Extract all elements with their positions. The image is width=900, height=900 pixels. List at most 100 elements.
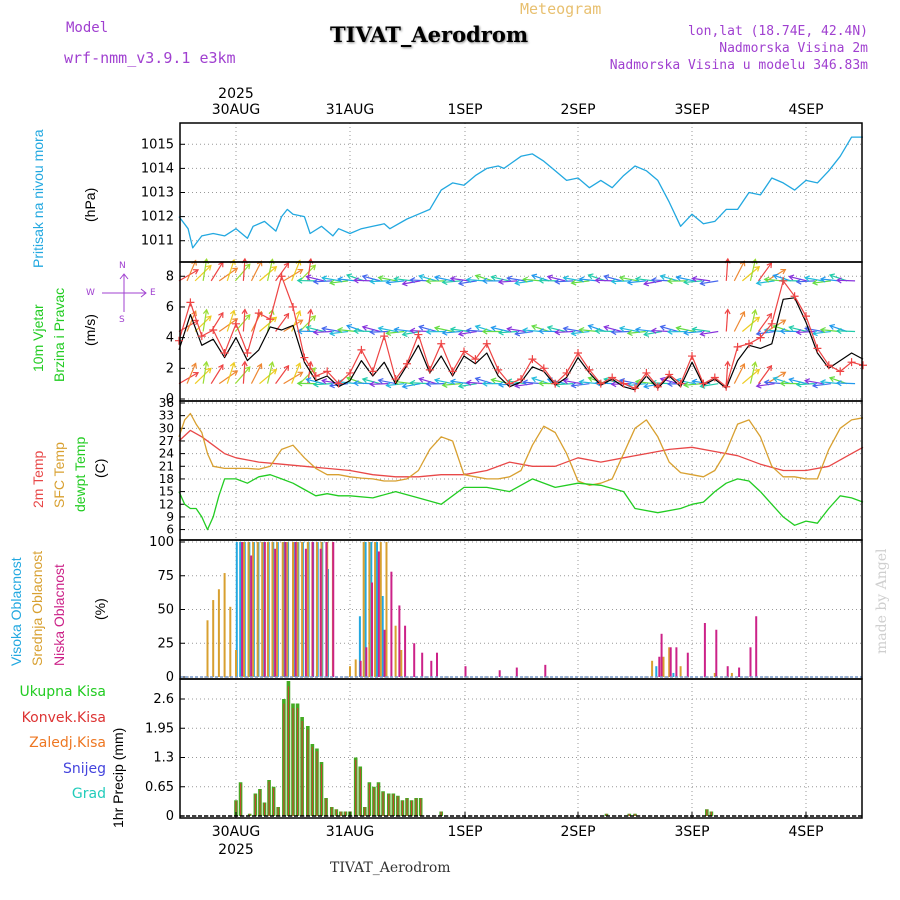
wind-arrow xyxy=(442,330,461,334)
cloud-mid-bar xyxy=(296,542,299,677)
precip-conv-bar xyxy=(239,783,242,816)
wind-arrowhead xyxy=(497,381,504,388)
wind-arrow xyxy=(394,278,413,282)
wind-arrowhead xyxy=(763,276,770,283)
wind-arrowhead xyxy=(780,371,787,378)
wind-arrowhead xyxy=(650,277,657,284)
cloud-mid-bar xyxy=(286,542,289,677)
wind-arrow xyxy=(466,329,485,333)
wind-arrowhead xyxy=(305,377,312,384)
precip-conv-bar xyxy=(307,729,309,816)
wind-arrow xyxy=(531,377,550,385)
cloud-mid-bar xyxy=(212,600,215,677)
y-tick-label: 0 xyxy=(166,392,174,407)
wind-arrowhead xyxy=(739,363,746,370)
cloud-mid-bar xyxy=(315,542,318,677)
wind-arrowhead xyxy=(312,381,319,388)
wind-gust-marker xyxy=(425,365,434,374)
wind-arrow xyxy=(789,378,807,385)
wind-arrowhead xyxy=(634,276,641,283)
wind-arrowhead xyxy=(353,327,359,335)
wind-gust-marker xyxy=(380,332,389,341)
wind-arrow xyxy=(700,330,719,335)
wind-arrow xyxy=(394,328,413,333)
top-day-label: 30AUG xyxy=(212,102,261,118)
wind-arrow xyxy=(322,277,341,282)
wind-arrowhead xyxy=(490,377,497,384)
wind-arrow xyxy=(178,269,199,282)
wind-gust-marker xyxy=(482,339,491,348)
wind-gust-line xyxy=(178,275,864,389)
wind-arrow xyxy=(218,318,238,332)
wind-gust-marker xyxy=(346,368,354,377)
wind-arrowhead xyxy=(514,279,521,286)
wind-arrow xyxy=(660,378,679,385)
wind-arrowhead xyxy=(295,362,302,369)
wind-arrow xyxy=(299,315,316,332)
wind-arrowhead xyxy=(724,360,731,367)
cloud-low-bar xyxy=(390,571,393,677)
wind-arrowhead xyxy=(401,330,408,337)
wind-arrowhead xyxy=(321,275,328,282)
wind-arrow xyxy=(651,329,670,333)
wind-arrowhead xyxy=(554,329,561,336)
precip-conv-bar xyxy=(401,800,404,816)
wind-arrow xyxy=(611,280,630,283)
wind-arrow xyxy=(821,381,840,385)
wind-arrow xyxy=(442,383,461,386)
wind-arrowhead xyxy=(202,360,210,367)
wind-arrowhead xyxy=(570,279,577,286)
wind-rose-n: N xyxy=(119,261,126,271)
precip-conv-bar xyxy=(377,783,380,816)
precip-conv-bar xyxy=(415,798,417,816)
wind-arrow xyxy=(330,330,349,335)
wind-arrowhead xyxy=(441,381,448,388)
wind-arrow xyxy=(635,380,654,385)
wind-arrow xyxy=(306,275,325,282)
wind-arrowhead xyxy=(441,329,448,336)
wind-arrowhead xyxy=(779,380,786,387)
wind-arrowhead xyxy=(819,326,826,334)
wind-arrow xyxy=(313,383,332,386)
cloud-low-bar xyxy=(675,647,678,677)
precip-conv-bar xyxy=(325,798,327,816)
wind-arrow xyxy=(604,275,622,282)
cloud-low-bar xyxy=(332,542,335,677)
wind-arrowhead xyxy=(554,278,561,285)
cloud-mid-bar xyxy=(301,542,304,677)
wind-arrow xyxy=(354,382,373,385)
wind-arrow xyxy=(604,326,622,333)
wind-arrow xyxy=(450,277,469,282)
wind-arrowhead xyxy=(353,380,359,387)
wind-arrow xyxy=(700,280,719,285)
wind-arrow xyxy=(491,326,510,333)
cloud-low-bar xyxy=(311,542,314,677)
wind-arrow xyxy=(805,277,823,282)
cloud-high-bar xyxy=(672,672,675,677)
wind-arrow xyxy=(611,330,630,333)
precip-conv-bar xyxy=(397,796,399,816)
cloud-high-label: Visoka Oblacnost xyxy=(8,557,24,666)
wind-arrow xyxy=(458,383,477,388)
precip-panel xyxy=(180,681,862,817)
wind-arrow xyxy=(250,363,262,384)
y-tick-label: 9 xyxy=(166,510,174,524)
y-tick-label: 12 xyxy=(159,497,174,511)
wind-arrowhead xyxy=(754,316,761,323)
wind-arrowhead xyxy=(538,380,544,387)
wind-arrow xyxy=(821,278,840,282)
cloud-mid-bar xyxy=(261,542,264,677)
model-elevation-label: Nadmorska Visina u modelu 346.83m xyxy=(609,58,868,73)
wind-arrowhead xyxy=(283,262,290,269)
wind-arrow xyxy=(250,261,262,282)
wind-arrowhead xyxy=(803,275,811,282)
y-tick-label: 18 xyxy=(159,472,174,486)
cloud-low-bar xyxy=(703,623,706,677)
wind-arrowhead xyxy=(218,311,224,318)
wind-arrow xyxy=(218,370,238,385)
wind-arrow xyxy=(507,328,526,333)
cloud-low-bar xyxy=(274,548,277,677)
wind-arrowhead xyxy=(295,310,302,317)
wind-arrowhead xyxy=(241,360,248,367)
wind-arrow xyxy=(338,278,357,282)
